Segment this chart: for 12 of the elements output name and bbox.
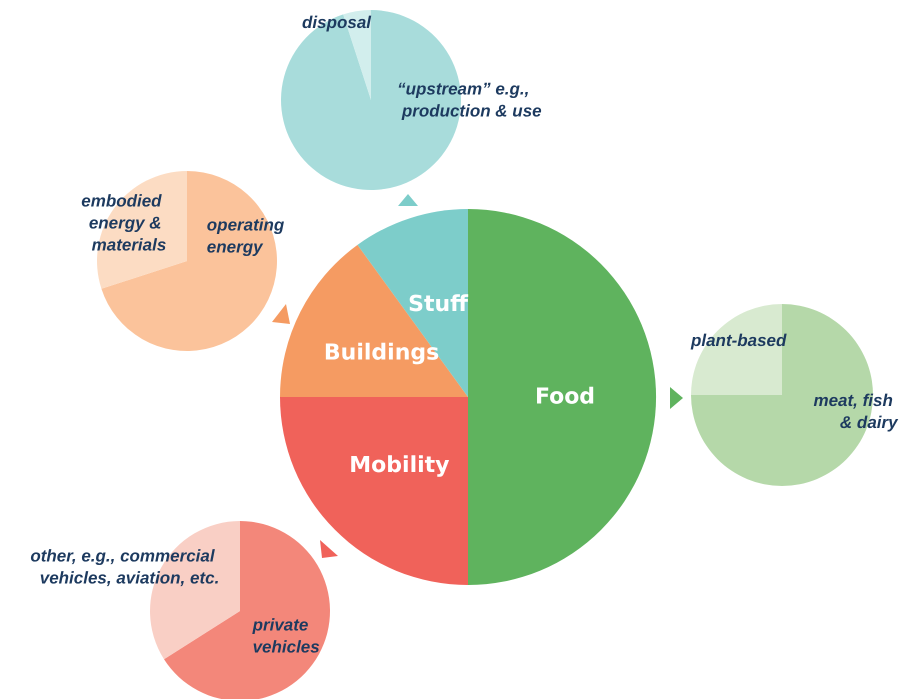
slice-label: private vehicles xyxy=(252,616,320,657)
slice-label: disposal xyxy=(302,13,372,32)
slice-label: plant-based xyxy=(690,330,788,350)
slice-label: operating energy xyxy=(206,215,289,256)
slice-label: embodied energy & materials xyxy=(81,192,166,255)
slice-label: other, e.g., commercial vehicles, aviation, etc. xyxy=(30,546,220,588)
slice-label: Mobility xyxy=(349,453,450,478)
slice-label: Buildings xyxy=(324,340,440,366)
slice-label: meat, fish & dairy xyxy=(813,390,900,432)
slice-label: Stuff xyxy=(408,292,470,318)
slice-label: “upstream” e.g., production & use xyxy=(397,80,542,120)
slice-label: Food xyxy=(534,384,596,410)
